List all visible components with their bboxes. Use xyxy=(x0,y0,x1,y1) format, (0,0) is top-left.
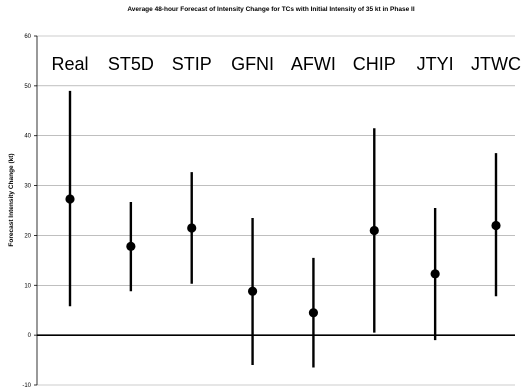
y-tick-label: 60 xyxy=(24,34,31,40)
mean-markers xyxy=(65,194,501,318)
mean-marker-stip xyxy=(187,223,197,233)
y-tick-label: 0 xyxy=(28,333,32,339)
mean-marker-jtwc xyxy=(491,220,501,231)
mean-marker-real xyxy=(65,194,75,204)
y-tick-label: 10 xyxy=(24,283,31,289)
mean-marker-gfni xyxy=(247,286,258,296)
y-tick-label: -10 xyxy=(22,383,31,389)
category-label-jtwc: JTWC xyxy=(471,54,521,74)
y-tick-label: 30 xyxy=(24,184,31,190)
error-bars xyxy=(68,90,498,368)
mean-marker-jtyi xyxy=(430,269,440,279)
mean-marker-chip xyxy=(369,225,379,236)
y-tick-label: 40 xyxy=(24,134,31,140)
y-tick-label: 50 xyxy=(24,84,31,90)
mean-marker-afwi xyxy=(308,308,319,318)
y-tick-labels: -10 0 10 20 30 40 50 60 xyxy=(22,34,31,389)
category-label-jtyi: JTYI xyxy=(417,54,454,74)
category-label-st5d: ST5D xyxy=(108,54,154,74)
category-label-real: Real xyxy=(51,54,88,74)
y-tick-label: 20 xyxy=(24,233,31,239)
category-label-stip: STIP xyxy=(172,54,212,74)
mean-marker-st5d xyxy=(126,241,136,251)
chart-title: Average 48-hour Forecast of Intensity Ch… xyxy=(127,6,414,13)
category-label-chip: CHIP xyxy=(353,54,396,74)
category-label-afwi: AFWI xyxy=(291,54,336,74)
category-label-gfni: GFNI xyxy=(231,54,274,74)
y-axis-title: Forecast Intensity Change (kt) xyxy=(8,153,15,246)
grid-lines xyxy=(34,35,515,386)
category-labels: Real ST5D STIP GFNI AFWI CHIP JTYI JTWC xyxy=(51,54,521,74)
